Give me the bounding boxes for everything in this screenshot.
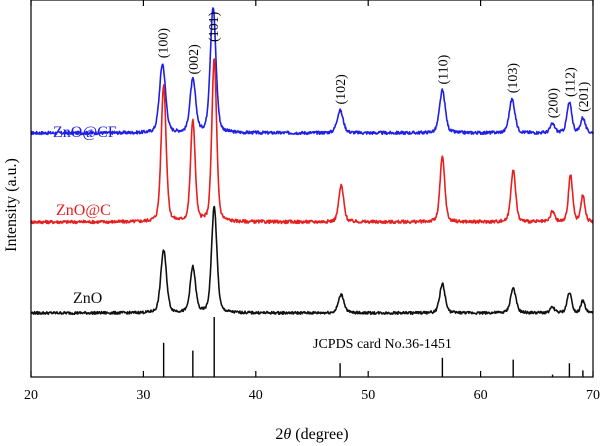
- x-tick-label: 30: [136, 388, 150, 403]
- x-tick-label: 50: [361, 388, 375, 403]
- series-line-2: [30, 205, 594, 316]
- x-ticks: 20 30 40 50 60 70: [24, 0, 600, 403]
- peak-label: (100): [157, 28, 172, 59]
- peak-label: (201): [577, 81, 592, 112]
- series-group: [30, 7, 594, 316]
- peak-labels: (100) (002) (101) (102) (110) (103) (200)(112)…: [157, 11, 592, 118]
- series-label-zno-c: ZnO@C: [56, 202, 111, 219]
- y-axis-title: Intensity (a.u.): [3, 158, 20, 252]
- peak-label: (002): [187, 44, 202, 75]
- axes: [30, 0, 594, 378]
- x-tick-label: 70: [586, 388, 600, 403]
- peak-label: (102): [334, 74, 349, 105]
- plot-frame: [30, 0, 594, 378]
- x-axis-title: 2θ (degree): [275, 426, 348, 443]
- peak-label: (112): [563, 67, 578, 97]
- peak-label: (110): [436, 54, 451, 84]
- series-label-zno: ZnO: [73, 290, 102, 307]
- peak-label: (101): [207, 11, 222, 42]
- series-label-zno-cf: ZnO@CF: [53, 124, 117, 141]
- x-tick-label: 60: [474, 388, 488, 403]
- reference-pattern: [31, 317, 593, 378]
- x-tick-label: 40: [249, 388, 263, 403]
- peak-label: (103): [506, 63, 521, 94]
- series-line-1: [30, 58, 594, 225]
- series-line-0: [30, 7, 594, 136]
- peak-label: (200): [547, 88, 562, 119]
- x-tick-label: 20: [24, 388, 38, 403]
- reference-label: JCPDS card No.36-1451: [313, 337, 452, 352]
